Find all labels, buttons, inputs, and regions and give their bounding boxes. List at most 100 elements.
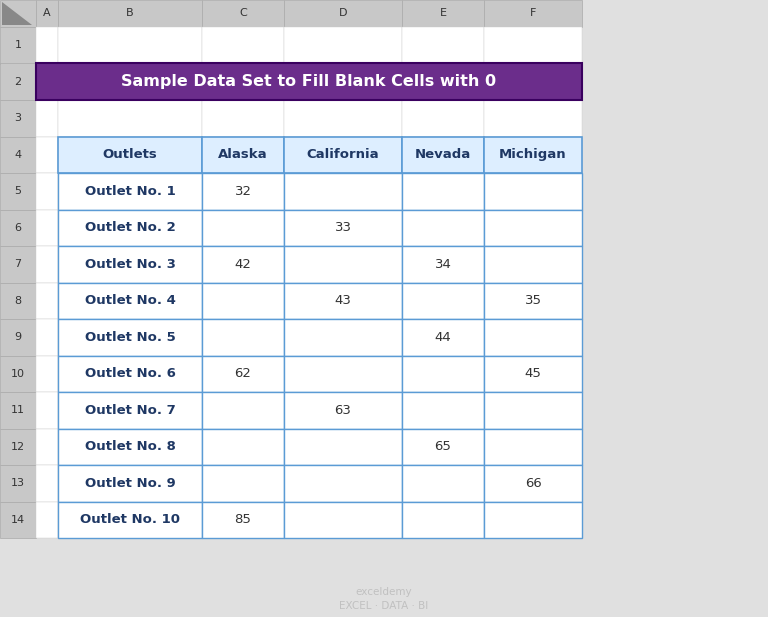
Bar [36,64,58,100]
Bar [0,283,36,319]
Bar [202,27,284,64]
Bar [36,173,58,210]
Bar [202,136,284,173]
Bar [484,392,582,428]
Text: B: B [126,9,134,19]
Bar [284,392,402,428]
Bar [484,0,582,27]
Bar [202,465,284,502]
Bar [58,173,202,210]
Text: A: A [43,9,51,19]
Bar [284,210,402,246]
Bar [402,173,484,210]
Text: 85: 85 [234,513,251,526]
Bar [58,355,202,392]
Bar [402,246,484,283]
Bar [484,355,582,392]
Bar [284,173,402,210]
Bar [36,502,58,538]
Bar [202,210,284,246]
Bar [402,502,484,538]
Bar [402,64,484,100]
Bar [36,136,58,173]
Bar [402,502,484,538]
Bar [58,210,202,246]
Bar [58,283,202,319]
Bar [0,428,36,465]
Bar [36,465,58,502]
Bar [402,392,484,428]
Bar [284,319,402,355]
Text: 13: 13 [11,478,25,488]
Bar [202,64,284,100]
Bar [284,173,402,210]
Bar [484,465,582,502]
Text: 35: 35 [525,294,541,307]
Bar [402,465,484,502]
Bar [58,319,202,355]
Bar [484,27,582,64]
Bar [402,136,484,173]
Bar [484,319,582,355]
Bar [402,27,484,64]
Bar [202,319,284,355]
Bar [58,355,202,392]
Text: 66: 66 [525,477,541,490]
Bar [284,502,402,538]
Bar [202,392,284,428]
Text: California: California [306,148,379,161]
Bar [202,502,284,538]
Text: Outlet No. 6: Outlet No. 6 [84,367,175,380]
Text: Alaska: Alaska [218,148,268,161]
Text: 9: 9 [15,332,22,342]
Bar [484,465,582,502]
Text: 34: 34 [435,258,452,271]
Bar [58,465,202,502]
Text: exceldemy
EXCEL · DATA · BI: exceldemy EXCEL · DATA · BI [339,587,429,611]
Bar [284,136,402,173]
Bar [58,246,202,283]
Bar [58,246,202,283]
Bar [202,502,284,538]
Bar [402,283,484,319]
Bar [202,210,284,246]
Bar [284,465,402,502]
Text: 5: 5 [15,186,22,196]
Text: 42: 42 [234,258,251,271]
Bar [484,100,582,136]
Bar [284,246,402,283]
Text: 65: 65 [435,441,452,453]
Bar [402,355,484,392]
Bar [484,136,582,173]
Bar [36,319,58,355]
Bar [202,173,284,210]
Text: 14: 14 [11,515,25,524]
Bar [484,136,582,173]
Bar [202,136,284,173]
Text: Michigan: Michigan [499,148,567,161]
Bar [202,355,284,392]
Bar [202,428,284,465]
Text: 12: 12 [11,442,25,452]
Bar [484,210,582,246]
Bar [58,428,202,465]
Bar [402,246,484,283]
Bar [0,64,36,100]
Bar [402,283,484,319]
Bar [0,355,36,392]
Bar [284,465,402,502]
Text: 4: 4 [15,150,22,160]
Bar [402,355,484,392]
Bar [36,246,58,283]
Text: Outlets: Outlets [103,148,157,161]
Bar [284,100,402,136]
Bar [58,210,202,246]
Bar [0,502,36,538]
Bar [202,319,284,355]
Bar [202,100,284,136]
Bar [284,392,402,428]
Bar [402,173,484,210]
Text: Outlet No. 5: Outlet No. 5 [84,331,175,344]
Bar [36,0,58,27]
Bar [484,392,582,428]
